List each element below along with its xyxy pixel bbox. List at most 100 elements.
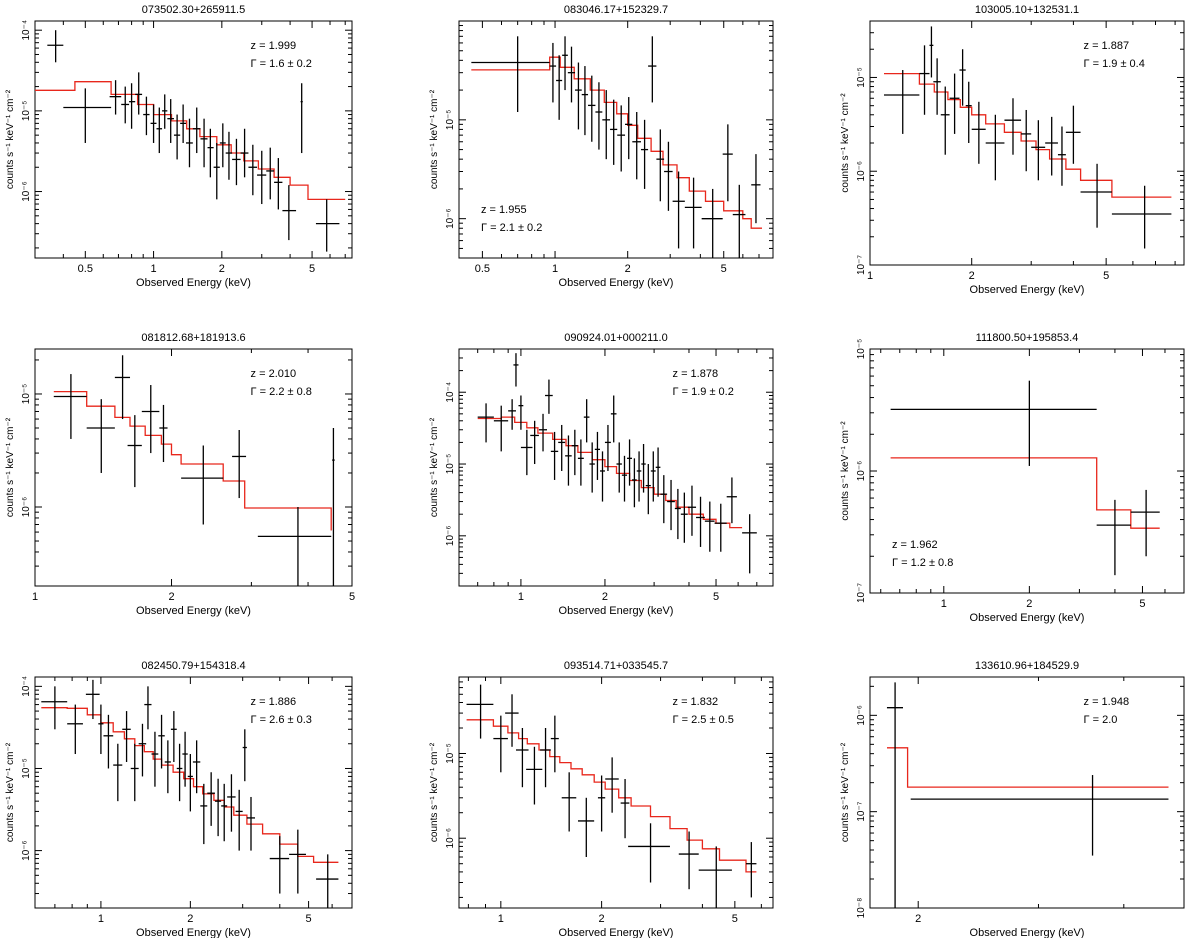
redshift-label: z = 1.878 [673,368,719,380]
y-tick-label: 10⁻⁵ [856,339,867,360]
model-step-line [35,81,346,201]
data-point [674,488,681,540]
data-point [577,439,584,486]
data-point [192,740,201,794]
photon-index-label: Γ = 2.5 ± 0.5 [673,714,734,726]
data-point [170,711,177,762]
data-point [919,45,930,115]
data-point [316,854,339,908]
data-point [227,774,236,832]
spectrum-panel-4: 081812.68+181913.6 Observed Energy (keV) c… [5,332,355,617]
data-point [477,403,494,443]
panel-title: 081812.68+181913.6 [141,332,245,344]
model-step-line [887,747,1169,788]
data-point [508,399,516,430]
x-tick-label: 5 [1103,270,1109,282]
data-point [565,435,572,486]
y-axis-label: counts s⁻¹ keV⁻¹ cm⁻² [429,742,440,842]
data-point [41,686,68,730]
data-point [121,86,130,124]
x-tick-label: 2 [969,270,975,282]
data-point [513,353,519,387]
data-point [616,442,622,493]
data-point [300,83,303,154]
x-tick-label: 2 [187,913,193,925]
data-point [219,123,226,168]
redshift-label: z = 1.886 [251,696,297,708]
spectrum-panel-8: 093514.71+033545.7 Observed Energy (keV) c… [429,660,774,939]
data-point [214,778,222,837]
data-point [176,743,183,802]
data-point [138,723,147,777]
data-point [610,99,618,165]
x-tick-label: 0.5 [78,263,93,275]
data-point [600,451,605,502]
photon-index-label: Γ = 1.2 ± 0.8 [892,557,953,569]
data-point [257,150,267,205]
spectrum-panel-1: 073502.30+265911.5 Observed Energy (keV) c… [5,4,353,289]
data-point [200,118,208,168]
data-point [213,142,220,200]
data-point [246,796,255,851]
x-tick-label: 1 [867,270,873,282]
data-point [129,83,136,129]
data-point [581,66,589,136]
data-point [583,399,590,443]
spectrum-panel-3: 103005.10+132531.1 Observed Energy (keV) c… [840,4,1185,296]
data-point [103,714,114,769]
x-tick-label: 2 [915,913,921,925]
data-point [610,395,617,443]
data-point [632,112,641,180]
panel-title: 073502.30+265911.5 [142,4,246,16]
spectrum-panel-2: 083046.17+152329.7 Observed Energy (keV) c… [429,4,774,289]
data-point [1057,126,1066,186]
data-point [648,36,657,103]
data-point [589,442,595,493]
data-point [466,684,494,739]
model-step-line [53,390,332,531]
model-step-line [890,457,1160,529]
data-point [660,475,668,524]
photon-index-label: Γ = 2.1 ± 0.2 [481,222,542,234]
data-point [266,147,275,200]
y-tick-label: 10⁻⁵ [856,67,867,88]
y-tick-label: 10⁻⁸ [856,898,867,919]
plot-frame [458,676,774,909]
data-point [672,171,685,249]
x-axis-label: Observed Energy (keV) [136,605,251,617]
y-tick-label: 10⁻⁶ [856,705,867,726]
x-tick-label: 2 [168,591,174,603]
data-point [248,144,258,196]
y-tick-label: 10⁻⁵ [21,384,32,405]
data-point [558,424,566,471]
y-axis-label: counts s⁻¹ keV⁻¹ cm⁻² [429,417,440,517]
data-point [242,729,247,782]
spectrum-panel-5: 090924.01+000211.0 Observed Energy (keV) c… [429,332,774,617]
model-step-line [41,707,339,863]
x-tick-label: 2 [599,913,605,925]
data-point [959,49,966,106]
x-tick-label: 2 [602,591,608,603]
data-point [645,464,651,515]
data-point [667,479,675,531]
x-tick-label: 2 [219,263,225,275]
x-tick-label: 2 [625,263,631,275]
data-point [493,405,509,452]
data-point [159,404,168,463]
data-point [269,836,290,894]
data-point [1021,109,1032,172]
data-point [625,97,633,160]
data-point [561,772,577,832]
y-tick-label: 10⁻⁶ [21,181,32,202]
data-point [232,430,247,499]
y-axis-label: counts s⁻¹ keV⁻¹ cm⁻² [429,89,440,189]
x-tick-label: 1 [941,598,947,610]
data-point [1130,489,1160,557]
data-point [636,451,642,502]
data-point [109,80,122,115]
redshift-label: z = 1.955 [481,204,527,216]
x-tick-label: 5 [309,263,315,275]
data-point [550,431,559,480]
data-point [505,694,519,747]
redshift-label: z = 1.999 [251,40,297,52]
